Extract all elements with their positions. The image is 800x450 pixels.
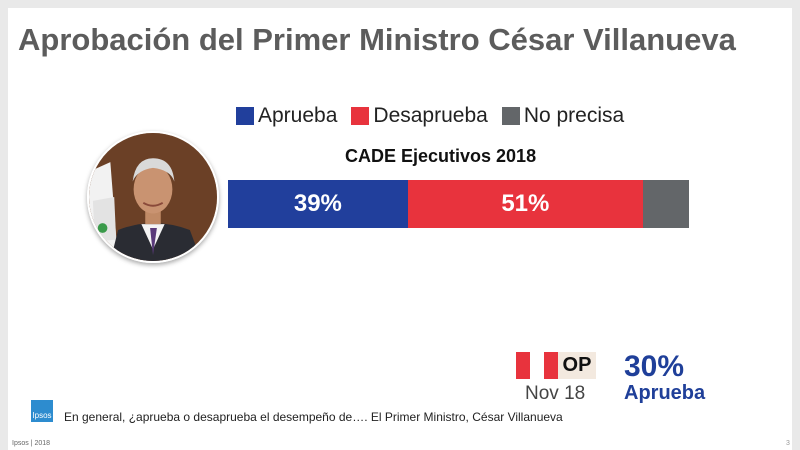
data-label-desaprueba: 51% (501, 190, 550, 217)
legend-item-aprueba: Aprueba (236, 104, 337, 128)
stacked-bar: 39% 51% (228, 180, 689, 228)
chart-title: CADE Ejecutivos 2018 (345, 146, 537, 166)
op-value: 30% (624, 350, 685, 383)
bar-segment-no-precisa (642, 180, 689, 228)
flag-stripe-left (516, 352, 530, 379)
op-date: Nov 18 (525, 383, 586, 404)
ipsos-logo: Ipsos (31, 400, 53, 422)
legend-item-no-precisa: No precisa (501, 104, 625, 128)
top-band (0, 0, 800, 8)
op-label: Aprueba (624, 382, 706, 404)
legend-label-aprueba: Aprueba (258, 104, 338, 127)
bar-segment-aprueba: 39% (228, 180, 408, 228)
flag-stripe-middle (530, 352, 544, 379)
slide-title: Aprobación del Primer Ministro César Vil… (18, 22, 736, 57)
data-label-aprueba: 39% (293, 190, 342, 217)
legend-swatch-no-precisa (501, 107, 520, 125)
legend-item-desaprueba: Desaprueba (351, 104, 488, 128)
flag-stripe-right (544, 352, 558, 379)
page-number: 3 (786, 440, 790, 447)
bar-segment-desaprueba: 51% (407, 180, 643, 228)
chart-legend: Aprueba Desaprueba No precisa (236, 104, 624, 128)
portrait-illustration (89, 133, 217, 261)
portrait-photo (87, 131, 219, 263)
legend-swatch-desaprueba (351, 107, 370, 125)
survey-question: En general, ¿aprueba o desaprueba el des… (64, 410, 563, 424)
legend-label-desaprueba: Desaprueba (373, 104, 488, 127)
peru-flag-icon (516, 352, 558, 379)
legend-swatch-aprueba (236, 107, 254, 125)
footer-source: Ipsos | 2018 (12, 440, 51, 447)
legend-label-no-precisa: No precisa (523, 104, 625, 127)
op-tag: OP (558, 352, 596, 379)
